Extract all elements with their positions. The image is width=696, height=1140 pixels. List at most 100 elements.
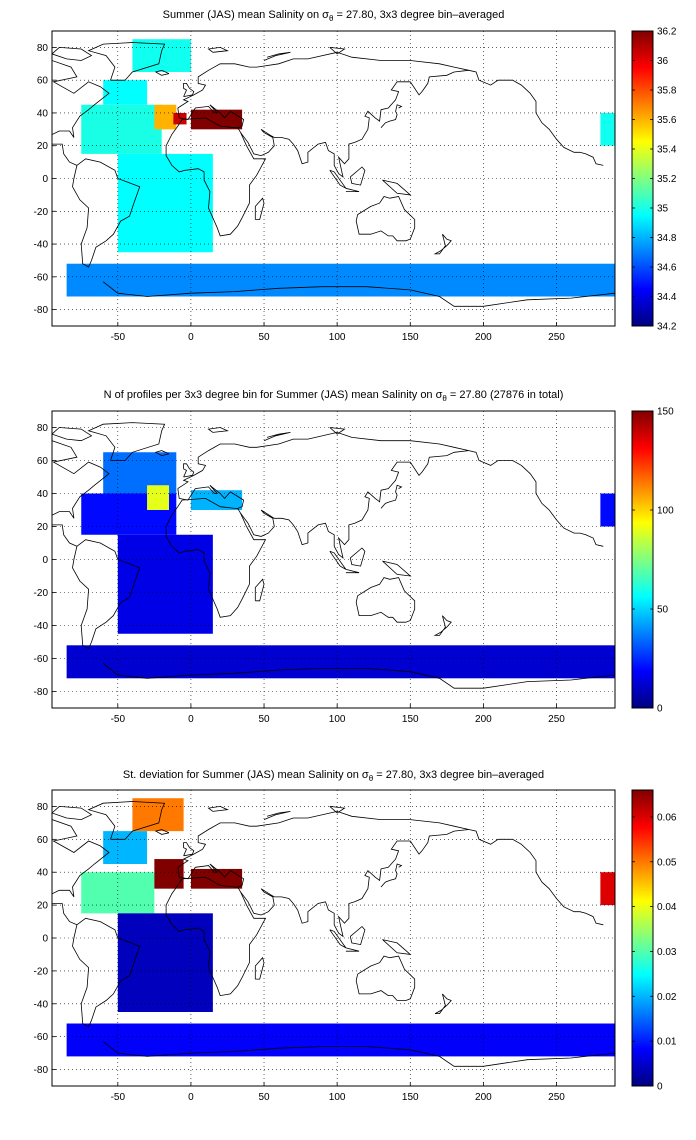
- y-tick-label: 0: [42, 174, 48, 185]
- colorbar-tick-label: 36.2: [657, 27, 677, 38]
- x-tick-label: 0: [188, 714, 194, 725]
- coastline: [345, 569, 360, 574]
- coastline: [165, 876, 267, 997]
- coastline: [87, 422, 166, 461]
- coastline: [349, 925, 366, 946]
- colorbar-tick-label: 0.06: [657, 812, 677, 823]
- coastline: [349, 547, 366, 567]
- data-cell: [81, 104, 162, 154]
- x-tick-label: 250: [548, 332, 565, 343]
- colorbar-tick-label: 0.02: [657, 992, 677, 1003]
- coastline: [52, 46, 93, 61]
- coastline: [254, 578, 265, 602]
- y-tick-label: 60: [37, 456, 49, 467]
- coastline: [240, 829, 469, 938]
- colorbar: [631, 789, 654, 1087]
- coastline: [380, 104, 403, 128]
- coastline: [380, 484, 403, 509]
- coastline: [380, 863, 403, 888]
- coastline: [240, 450, 469, 559]
- colorbar-tick-label: 0: [657, 704, 663, 715]
- coastline: [154, 450, 170, 457]
- coastline: [433, 233, 452, 255]
- coastline: [177, 484, 245, 509]
- data-cell: [66, 1023, 615, 1057]
- coastline: [177, 863, 245, 888]
- chart-title: St. deviation for Summer (JAS) mean Sali…: [123, 769, 544, 783]
- coastline: [382, 179, 412, 196]
- x-tick-label: 0: [188, 332, 194, 343]
- coastline: [263, 432, 291, 442]
- coastline: [177, 104, 245, 129]
- y-tick-label: 80: [37, 423, 49, 434]
- chart-title-text-end: = 27.80, 3x3 degree bin–averaged: [373, 769, 544, 781]
- x-tick-label: 200: [475, 332, 492, 343]
- y-tick-label: -80: [34, 1065, 49, 1076]
- x-tick-label: 100: [329, 1092, 346, 1103]
- coastline: [102, 663, 615, 689]
- coastline: [329, 47, 346, 55]
- x-tick-label: 200: [475, 1092, 492, 1103]
- x-tick-label: 150: [402, 714, 419, 725]
- x-tick-label: 250: [548, 714, 565, 725]
- coastline: [254, 197, 265, 220]
- coastline: [52, 60, 110, 166]
- coastline: [183, 842, 195, 857]
- colorbar-tick-label: 34.8: [657, 233, 677, 244]
- data-cell: [600, 112, 615, 146]
- y-tick-label: -20: [34, 966, 49, 977]
- chart-title-symbol: σ: [322, 9, 329, 21]
- coastline: [52, 427, 93, 442]
- coastline: [102, 1041, 615, 1067]
- coastline: [52, 440, 110, 547]
- x-tick-label: 0: [188, 1092, 194, 1103]
- y-tick-label: 20: [37, 901, 49, 912]
- chart-title-text-end: = 27.80 (27876 in total): [447, 389, 564, 401]
- y-tick-label: -60: [34, 272, 49, 283]
- coastline: [433, 615, 452, 636]
- chart-title-text: Summer (JAS) mean Salinity on: [163, 9, 323, 21]
- y-tick-label: 20: [37, 141, 49, 152]
- colorbar-tick-label: 0.01: [657, 1037, 677, 1048]
- y-tick-label: 80: [37, 802, 49, 813]
- x-tick-label: 50: [258, 714, 270, 725]
- coastline: [52, 805, 93, 821]
- x-tick-label: 100: [329, 714, 346, 725]
- colorbar-tick-label: 150: [657, 407, 674, 418]
- y-tick-label: 0: [42, 934, 48, 945]
- y-tick-label: -40: [34, 621, 49, 632]
- data-cell: [103, 831, 148, 864]
- x-tick-label: 150: [402, 332, 419, 343]
- coastline: [177, 431, 469, 489]
- data-cell: [154, 104, 177, 130]
- data-cell: [190, 109, 243, 130]
- coastline: [329, 806, 346, 814]
- y-tick-label: -20: [34, 588, 49, 599]
- coastline: [177, 51, 469, 109]
- coastline: [52, 819, 110, 926]
- data-cell: [66, 263, 615, 297]
- y-tick-label: -60: [34, 654, 49, 665]
- y-tick-label: 40: [37, 108, 49, 119]
- coastline: [254, 956, 265, 980]
- coastline: [345, 947, 360, 952]
- x-tick-label: 100: [329, 332, 346, 343]
- chart-title-text: N of profiles per 3x3 degree bin for Sum…: [104, 389, 436, 401]
- data-cell: [154, 859, 184, 889]
- y-tick-label: 0: [42, 555, 48, 566]
- plot-area: [52, 790, 615, 1086]
- coastline: [468, 450, 604, 547]
- chart-title-text: St. deviation for Summer (JAS) mean Sali…: [123, 769, 362, 781]
- chart-panel-1: Summer (JAS) mean Salinity on σθ = 27.80…: [34, 9, 677, 343]
- chart-title-subscript: θ: [369, 774, 374, 783]
- data-cell: [66, 645, 615, 679]
- colorbar-tick-label: 36: [657, 56, 669, 67]
- coastline: [349, 166, 366, 186]
- colorbar-tick-label: 34.2: [657, 322, 677, 333]
- x-tick-label: 50: [258, 1092, 270, 1103]
- y-tick-label: -20: [34, 207, 49, 218]
- x-tick-label: 200: [475, 714, 492, 725]
- colorbar-tick-label: 34.6: [657, 263, 677, 274]
- colorbar-tick-label: 0.03: [657, 947, 677, 958]
- y-tick-label: 40: [37, 489, 49, 500]
